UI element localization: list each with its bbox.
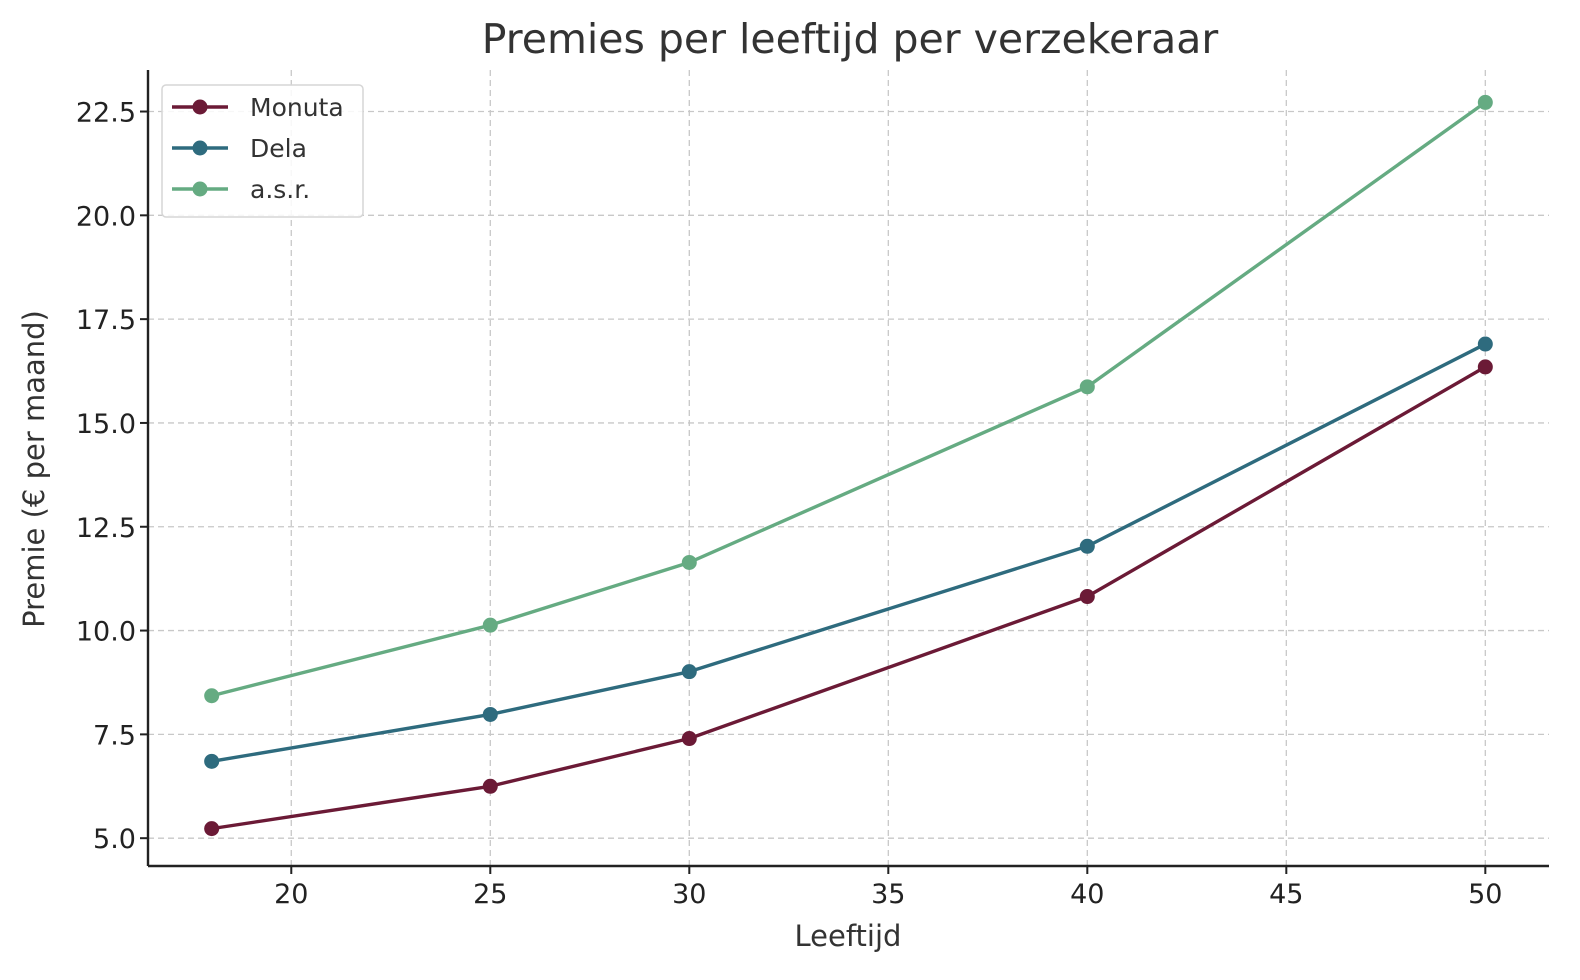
data-point-dela (204, 753, 220, 769)
x-tick-label: 20 (274, 879, 308, 910)
y-tick-label: 17.5 (76, 305, 136, 336)
x-tick-label: 35 (871, 879, 905, 910)
data-point-monuta (482, 778, 498, 794)
legend-item-dela: Dela (172, 134, 307, 163)
legend-item-a-s-r: a.s.r. (172, 175, 310, 204)
y-tick-label: 12.5 (76, 513, 136, 544)
data-point-a-s-r (204, 688, 220, 704)
x-tick-label: 30 (672, 879, 706, 910)
y-tick-label: 5.0 (93, 824, 136, 855)
x-tick-label: 50 (1468, 879, 1502, 910)
y-tick-label: 7.5 (93, 720, 136, 751)
y-tick-label: 20.0 (76, 201, 136, 232)
data-point-dela (1477, 336, 1493, 352)
series-line-dela (209, 342, 1488, 764)
series-a-s-r (204, 94, 1493, 704)
y-tick-label: 22.5 (76, 98, 136, 129)
series-monuta (204, 359, 1493, 837)
legend: Monuta Dela a.s.r. (161, 84, 364, 218)
y-tick-label: 15.0 (76, 409, 136, 440)
y-tick-label: 10.0 (76, 617, 136, 648)
chart-title: Premies per leeftijd per verzekeraar (482, 15, 1219, 63)
axis-ticks: 20 25 30 35 40 45 50 5.0 7.5 10.0 12.5 15.0 17.5 20.0… (76, 98, 1503, 910)
legend-item-monuta: Monuta (172, 93, 344, 122)
legend-label: a.s.r. (250, 175, 310, 204)
data-point-a-s-r (1079, 379, 1095, 395)
x-tick-label: 25 (473, 879, 507, 910)
x-axis-label: Leeftijd (795, 919, 902, 953)
data-point-monuta (1477, 359, 1493, 375)
data-point-a-s-r (482, 617, 498, 633)
x-tick-label: 45 (1269, 879, 1303, 910)
data-point-dela (1079, 538, 1095, 554)
data-point-monuta (1079, 589, 1095, 605)
y-axis-label: Premie (€ per maand) (17, 310, 51, 628)
legend-swatch-marker (192, 99, 208, 115)
data-point-a-s-r (1477, 94, 1493, 110)
data-point-a-s-r (681, 554, 697, 570)
data-point-dela (482, 706, 498, 722)
data-point-monuta (204, 821, 220, 837)
series-line-a-s-r (209, 100, 1488, 698)
axes (146, 70, 1549, 868)
series-lines (204, 94, 1493, 837)
legend-label: Monuta (250, 93, 344, 122)
legend-swatch-marker (192, 181, 208, 197)
data-point-monuta (681, 731, 697, 747)
legend-swatch-marker (192, 140, 208, 156)
series-dela (204, 336, 1493, 769)
series-line-monuta (209, 365, 1488, 831)
data-point-dela (681, 664, 697, 680)
legend-label: Dela (250, 134, 307, 163)
x-tick-label: 40 (1070, 879, 1104, 910)
legend-box (161, 84, 364, 218)
